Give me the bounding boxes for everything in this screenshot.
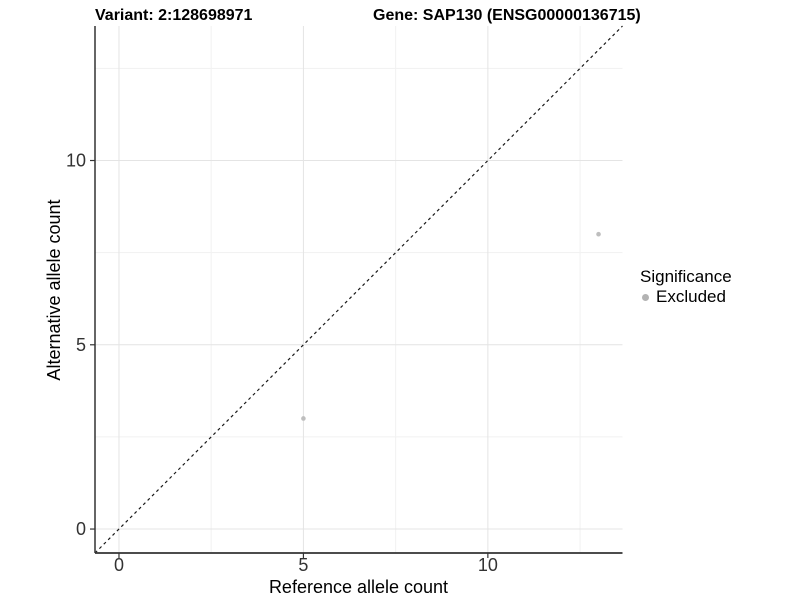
x-tick-label: 5	[298, 555, 308, 575]
legend-title: Significance	[640, 267, 732, 286]
plot-title-variant: Variant: 2:128698971	[95, 7, 253, 24]
y-tick-label: 0	[76, 519, 86, 539]
x-axis-title: Reference allele count	[268, 577, 449, 597]
y-tick-label: 5	[76, 335, 86, 355]
legend-point-icon	[642, 293, 649, 301]
y-tick-label: 10	[66, 151, 86, 171]
x-tick-label: 10	[478, 555, 498, 575]
y-axis-title: Alternative allele count	[44, 199, 64, 381]
data-point	[301, 416, 306, 421]
legend-item-label: Excluded	[656, 287, 726, 306]
legend-item-excluded: Excluded	[640, 287, 732, 307]
data-point	[596, 231, 601, 237]
plot-title-gene: Gene: SAP130 (ENSG00000136715)	[373, 7, 641, 24]
x-tick-label: 0	[114, 555, 124, 575]
legend: Significance Excluded	[640, 267, 732, 307]
identity-line	[94, 25, 623, 554]
